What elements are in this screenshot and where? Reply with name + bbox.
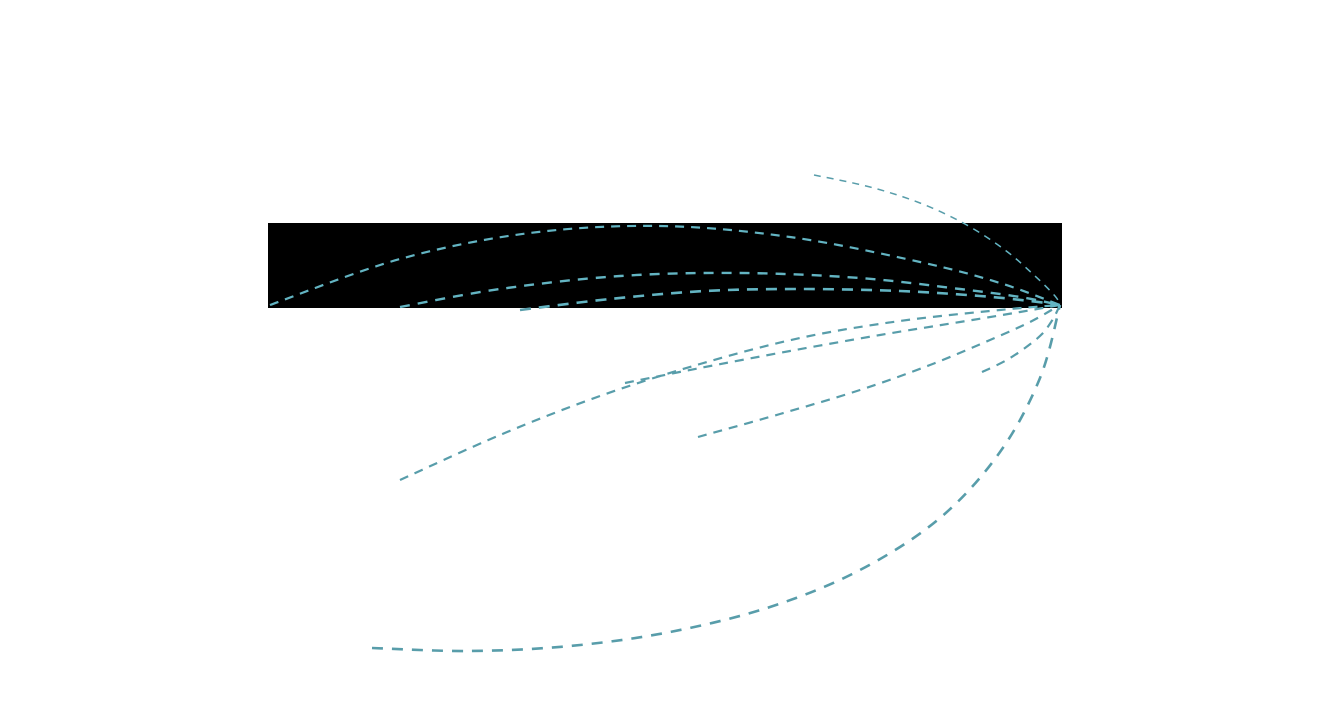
arc-on-dark-arc-2-long-upper bbox=[269, 224, 1061, 307]
arc-arc-8-tiny-right bbox=[981, 304, 1061, 373]
arc-arc-7-lower-short bbox=[697, 304, 1061, 439]
arc-on-dark-arc-3-mid-upper bbox=[399, 271, 1061, 308]
arc-arc-5-lower-long bbox=[399, 303, 1061, 482]
arc-on-dark-arc-1-top-steep bbox=[961, 223, 1061, 306]
arc-on-dark-arc-4-flat-band bbox=[525, 287, 1061, 308]
arc-arc-6-mid-short bbox=[624, 303, 1061, 385]
black-band-overlay bbox=[268, 223, 1062, 308]
arc-group-on-dark bbox=[269, 223, 1062, 308]
arc-arc-9-bottom-sweep bbox=[371, 304, 1062, 653]
